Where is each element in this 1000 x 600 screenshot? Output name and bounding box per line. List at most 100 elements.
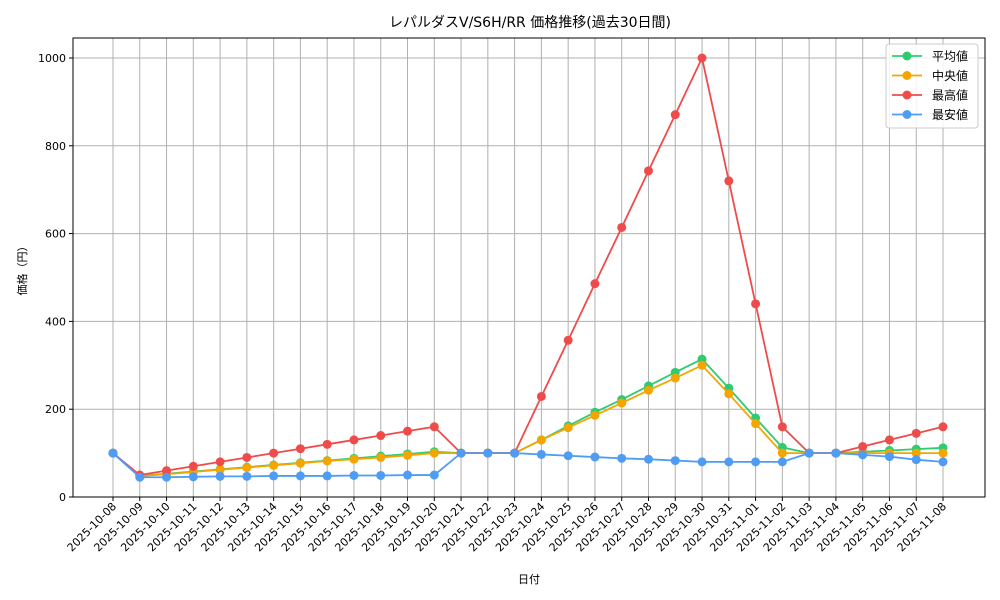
- data-point: [403, 426, 413, 436]
- y-tick-label: 400: [45, 315, 66, 328]
- data-point: [349, 454, 359, 464]
- data-point: [831, 448, 841, 458]
- legend-label: 中央値: [932, 68, 968, 83]
- data-point: [643, 385, 653, 395]
- data-point: [697, 53, 707, 63]
- data-point: [590, 410, 600, 420]
- data-point: [911, 428, 921, 438]
- legend-marker: [902, 71, 912, 80]
- data-point: [215, 457, 225, 467]
- data-point: [322, 439, 332, 449]
- data-point: [536, 435, 546, 445]
- y-tick-label: 1000: [38, 52, 66, 65]
- data-point: [376, 431, 386, 441]
- legend-marker: [902, 90, 912, 100]
- data-point: [884, 452, 894, 462]
- grid-lines: [73, 38, 985, 498]
- data-point: [242, 463, 252, 473]
- data-point: [429, 470, 439, 480]
- data-point: [563, 451, 573, 461]
- data-point: [188, 472, 198, 482]
- data-point: [322, 456, 332, 466]
- data-point: [349, 435, 359, 445]
- data-point: [242, 452, 252, 462]
- y-tick-label: 0: [59, 491, 66, 504]
- data-point: [429, 422, 439, 432]
- data-point: [670, 110, 680, 120]
- data-point: [724, 176, 734, 186]
- data-point: [403, 450, 413, 460]
- data-point: [777, 448, 787, 458]
- data-point: [751, 457, 761, 467]
- data-point: [643, 166, 653, 176]
- series-line: [108, 354, 948, 481]
- data-point: [938, 422, 948, 432]
- data-point: [563, 423, 573, 433]
- data-point: [269, 471, 279, 481]
- data-point: [670, 373, 680, 383]
- data-point: [617, 222, 627, 232]
- legend-label: 平均値: [932, 49, 968, 64]
- data-point: [858, 442, 868, 452]
- data-point: [536, 391, 546, 401]
- data-point: [751, 419, 761, 429]
- data-point: [777, 422, 787, 432]
- data-point: [269, 448, 279, 458]
- data-point: [777, 457, 787, 467]
- data-point: [269, 460, 279, 470]
- chart-title: レパルダスV/S6H/RR 価格推移(過去30日間): [389, 15, 671, 31]
- data-point: [295, 458, 305, 468]
- data-point: [135, 472, 145, 482]
- x-axis-ticks: 2025-10-082025-10-092025-10-102025-10-11…: [65, 497, 949, 554]
- y-tick-label: 600: [45, 228, 66, 241]
- data-point: [884, 435, 894, 445]
- data-point: [617, 398, 627, 408]
- data-point: [510, 448, 520, 458]
- series-group: [108, 53, 948, 482]
- data-point: [697, 360, 707, 370]
- data-point: [215, 471, 225, 481]
- data-point: [376, 452, 386, 462]
- data-point: [349, 470, 359, 480]
- series-line: [108, 448, 948, 482]
- legend-marker: [902, 51, 912, 61]
- data-point: [242, 471, 252, 481]
- data-point: [536, 449, 546, 459]
- data-point: [724, 457, 734, 467]
- y-tick-label: 200: [45, 403, 66, 416]
- data-point: [590, 279, 600, 289]
- data-point: [751, 299, 761, 309]
- data-point: [938, 448, 948, 458]
- data-point: [670, 456, 680, 466]
- data-point: [938, 457, 948, 467]
- data-point: [483, 448, 493, 458]
- data-point: [724, 389, 734, 399]
- legend-marker: [902, 110, 912, 119]
- plot-frame: [72, 37, 986, 498]
- data-point: [429, 448, 439, 458]
- x-axis-label: 日付: [518, 573, 540, 586]
- y-axis-label: 価格（円）: [15, 241, 29, 296]
- data-point: [911, 448, 921, 458]
- data-point: [162, 472, 172, 482]
- data-point: [376, 470, 386, 480]
- data-point: [322, 471, 332, 481]
- data-point: [804, 448, 814, 458]
- data-point: [643, 454, 653, 464]
- legend-box: [885, 43, 979, 129]
- data-point: [162, 466, 172, 476]
- data-point: [858, 450, 868, 460]
- y-axis-ticks: 0 200 400 600 800 1000: [38, 52, 73, 504]
- series-line: [108, 360, 948, 481]
- data-point: [563, 335, 573, 345]
- data-point: [911, 455, 921, 465]
- data-point: [108, 448, 118, 458]
- data-point: [188, 461, 198, 471]
- data-point: [215, 465, 225, 475]
- legend-label: 最安値: [932, 107, 968, 122]
- data-point: [295, 444, 305, 454]
- data-point: [403, 470, 413, 480]
- legend-label: 最高値: [932, 88, 968, 103]
